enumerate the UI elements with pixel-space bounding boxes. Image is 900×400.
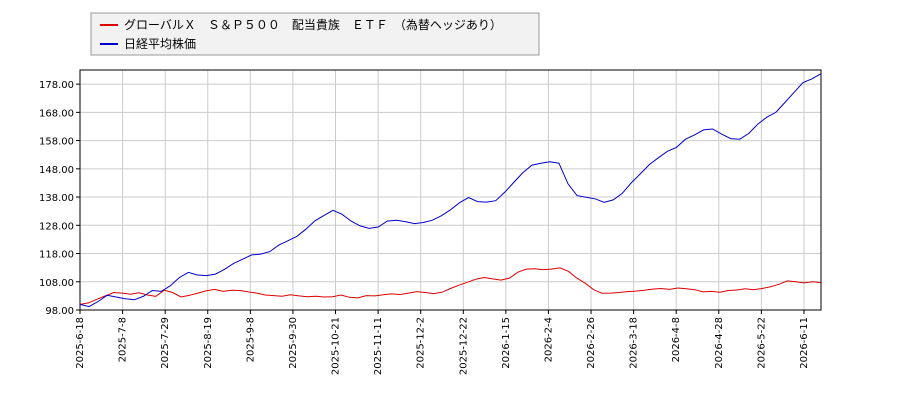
y-tick-label: 98.00	[45, 306, 74, 317]
x-tick-label: 2025-9-30	[288, 317, 299, 369]
y-tick-label: 148.00	[39, 165, 74, 176]
legend: グローバルＸ Ｓ＆Ｐ５００ 配当貴族 ＥＴＦ （為替ヘッジあり） 日経平均株価	[90, 12, 540, 56]
x-tick-label: 2026-4-28	[714, 317, 725, 369]
y-tick-label: 118.00	[39, 250, 74, 261]
plot-area	[79, 73, 822, 308]
y-tick-label: 158.00	[39, 137, 74, 148]
plot-frame	[79, 69, 822, 311]
x-tick-label: 2025-12-22	[458, 317, 469, 375]
x-tick-label: 2026-4-8	[671, 317, 682, 362]
y-axis: 98.00 108.00 118.00 128.00 138.00 148.00 158.0…	[39, 80, 80, 317]
y-tick-label: 108.00	[39, 278, 74, 289]
y-tick-label: 168.00	[39, 108, 74, 119]
x-axis: 2025-6-18 2025-7-8 2025-7-29 2025-8-19 2025-…	[75, 310, 810, 375]
series-line-nikkei	[79, 73, 822, 308]
x-tick-label: 2025-6-18	[75, 317, 86, 369]
legend-box	[90, 12, 540, 56]
x-tick-label: 2025-7-8	[118, 317, 129, 362]
legend-label-etf: グローバルＸ Ｓ＆Ｐ５００ 配当貴族 ＥＴＦ （為替ヘッジあり）	[124, 18, 502, 32]
x-tick-label: 2025-8-19	[203, 317, 214, 369]
x-tick-label: 2025-9-8	[245, 317, 256, 362]
x-tick-label: 2026-2-26	[586, 317, 597, 369]
legend-label-nikkei: 日経平均株価	[124, 36, 196, 51]
y-tick-label: 128.00	[39, 221, 74, 232]
y-tick-label: 178.00	[39, 80, 74, 91]
x-tick-label: 2025-10-21	[331, 317, 342, 375]
x-tick-label: 2026-5-22	[756, 317, 767, 369]
series-line-etf	[79, 267, 822, 305]
y-tick-label: 138.00	[39, 193, 74, 204]
x-tick-label: 2025-12-2	[416, 317, 427, 369]
x-tick-label: 2026-3-18	[629, 317, 640, 369]
x-tick-label: 2026-1-15	[501, 317, 512, 369]
x-tick-label: 2026-6-11	[799, 317, 810, 369]
x-tick-label: 2025-7-29	[160, 317, 171, 369]
x-tick-label: 2025-11-11	[373, 317, 384, 375]
grid	[79, 69, 822, 311]
x-tick-label: 2026-2-4	[543, 317, 554, 362]
